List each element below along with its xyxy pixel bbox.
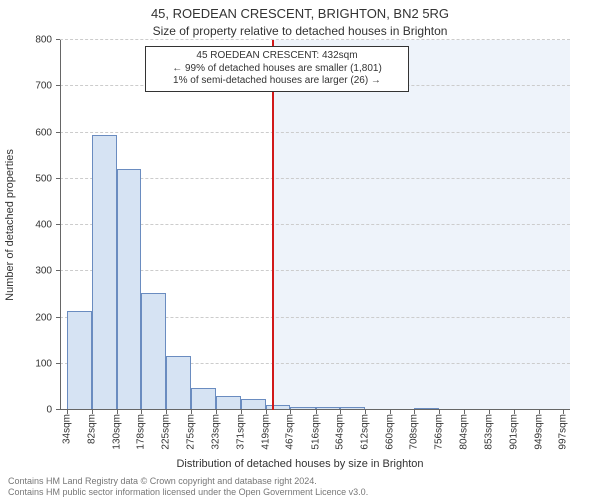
histogram-bar — [92, 135, 117, 410]
y-axis-label: Number of detached properties — [4, 149, 16, 301]
subject-vline — [272, 40, 274, 410]
gridline — [60, 39, 570, 40]
x-tick-label: 130sqm — [111, 414, 122, 450]
y-tick-label: 100 — [22, 358, 52, 369]
y-tick-label: 800 — [22, 35, 52, 46]
histogram-bar — [166, 356, 192, 410]
x-tick-label: 949sqm — [533, 414, 544, 450]
footer-line1: Contains HM Land Registry data © Crown c… — [8, 476, 368, 487]
annotation-line3: 1% of semi-detached houses are larger (2… — [153, 75, 401, 88]
x-tick-label: 853sqm — [484, 414, 495, 450]
histogram-bar — [191, 388, 216, 410]
x-tick-label: 178sqm — [136, 414, 147, 450]
y-tick-label: 300 — [22, 266, 52, 277]
x-tick-label: 660sqm — [384, 414, 395, 450]
y-tick-label: 400 — [22, 220, 52, 231]
x-tick-label: 564sqm — [335, 414, 346, 450]
x-tick-label: 997sqm — [558, 414, 569, 450]
x-tick-label: 467sqm — [285, 414, 296, 450]
annotation-box: 45 ROEDEAN CRESCENT: 432sqm ← 99% of det… — [145, 46, 409, 92]
x-tick-label: 371sqm — [235, 414, 246, 450]
chart-title: 45, ROEDEAN CRESCENT, BRIGHTON, BN2 5RG — [0, 6, 600, 21]
plot-area: 010020030040050060070080034sqm82sqm130sq… — [60, 40, 570, 410]
annotation-line1: 45 ROEDEAN CRESCENT: 432sqm — [153, 50, 401, 63]
x-tick-label: 708sqm — [409, 414, 420, 450]
x-tick-label: 323sqm — [211, 414, 222, 450]
x-tick-label: 804sqm — [458, 414, 469, 450]
x-tick-label: 82sqm — [86, 414, 97, 444]
x-tick-label: 419sqm — [260, 414, 271, 450]
chart-subtitle: Size of property relative to detached ho… — [0, 24, 600, 38]
x-tick-label: 756sqm — [434, 414, 445, 450]
y-axis-line — [60, 40, 61, 410]
x-tick-label: 275sqm — [186, 414, 197, 450]
histogram-bar — [216, 396, 241, 410]
x-tick-label: 612sqm — [359, 414, 370, 450]
footer: Contains HM Land Registry data © Crown c… — [8, 476, 368, 498]
histogram-bar — [67, 311, 92, 410]
x-tick-label: 516sqm — [310, 414, 321, 450]
footer-line2: Contains HM public sector information li… — [8, 487, 368, 498]
x-tick-label: 225sqm — [160, 414, 171, 450]
x-tick-label: 34sqm — [62, 414, 73, 444]
plot-inner: 010020030040050060070080034sqm82sqm130sq… — [60, 40, 570, 410]
y-tick-label: 0 — [22, 405, 52, 416]
y-tick-label: 600 — [22, 127, 52, 138]
x-axis-label: Distribution of detached houses by size … — [0, 458, 600, 470]
histogram-bar — [117, 169, 142, 410]
y-tick-label: 200 — [22, 312, 52, 323]
histogram-bar — [141, 293, 165, 410]
shaded-region — [272, 40, 570, 410]
gridline — [60, 132, 570, 133]
chart-container: 45, ROEDEAN CRESCENT, BRIGHTON, BN2 5RG … — [0, 0, 600, 500]
x-axis-line — [60, 409, 570, 410]
y-tick-label: 700 — [22, 81, 52, 92]
x-tick-label: 901sqm — [508, 414, 519, 450]
y-tick-label: 500 — [22, 173, 52, 184]
annotation-line2: ← 99% of detached houses are smaller (1,… — [153, 63, 401, 76]
